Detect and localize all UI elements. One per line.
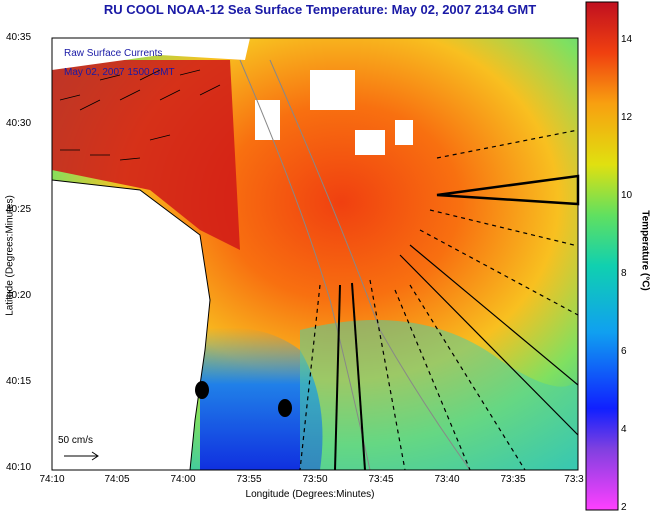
coastline xyxy=(51,179,211,471)
current-vectors xyxy=(59,69,221,161)
y-tick-label: 40:10 xyxy=(6,462,32,473)
land-mass xyxy=(52,180,210,470)
x-tick-label: 73:45 xyxy=(368,474,394,485)
x-tick-label: 73:40 xyxy=(434,474,460,485)
scale-arrowhead xyxy=(91,451,99,461)
cloud-gap xyxy=(310,70,355,110)
warm-water-region xyxy=(52,60,240,250)
x-axis-title: Longitude (Degrees:Minutes) xyxy=(245,489,375,500)
colorbar-tick: 6 xyxy=(621,346,627,357)
x-tick-label: 73:55 xyxy=(236,474,262,485)
map-title: RU COOL NOAA-12 Sea Surface Temperature:… xyxy=(103,2,537,17)
cold-water-region xyxy=(200,327,323,470)
y-tick-label: 40:15 xyxy=(6,376,32,387)
scale-label: 50 cm/s xyxy=(58,435,94,446)
x-tick-label: 74:10 xyxy=(39,474,65,485)
legend-currents: Raw Surface Currents xyxy=(64,48,163,59)
x-tick-label: 74:00 xyxy=(170,474,196,485)
land-north xyxy=(52,38,250,70)
y-tick-label: 40:30 xyxy=(6,118,32,129)
x-tick-label: 73:3 xyxy=(564,474,584,485)
colorbar-tick: 14 xyxy=(621,34,633,45)
colorbar-tick: 4 xyxy=(621,424,627,435)
y-tick-label: 40:35 xyxy=(6,32,32,43)
colorbar-title: Temperature (°C) xyxy=(639,210,651,291)
colorbar-tick: 12 xyxy=(621,112,633,123)
bathymetry-contour xyxy=(239,59,371,471)
y-tick-label: 40:25 xyxy=(6,204,32,215)
x-tick-label: 73:50 xyxy=(302,474,328,485)
station-marker xyxy=(195,381,209,399)
colorbar-tick: 2 xyxy=(621,502,627,513)
station-marker xyxy=(278,399,292,417)
x-tick-label: 73:35 xyxy=(500,474,526,485)
colorbar xyxy=(585,1,619,511)
cloud-gap xyxy=(355,130,385,155)
colorbar-tick: 10 xyxy=(621,190,633,201)
y-axis-title: Latitude (Degrees:Minutes) xyxy=(4,195,16,316)
colorbar-tick: 8 xyxy=(621,268,627,279)
y-tick-label: 40:20 xyxy=(6,290,32,301)
cloud-gap xyxy=(395,120,413,145)
plot-frame xyxy=(51,37,579,471)
legend-date: May 02, 2007 1500 GMT xyxy=(64,67,175,78)
bathymetry-contour xyxy=(269,59,471,471)
cloud-gap xyxy=(255,100,280,140)
x-tick-label: 74:05 xyxy=(104,474,130,485)
